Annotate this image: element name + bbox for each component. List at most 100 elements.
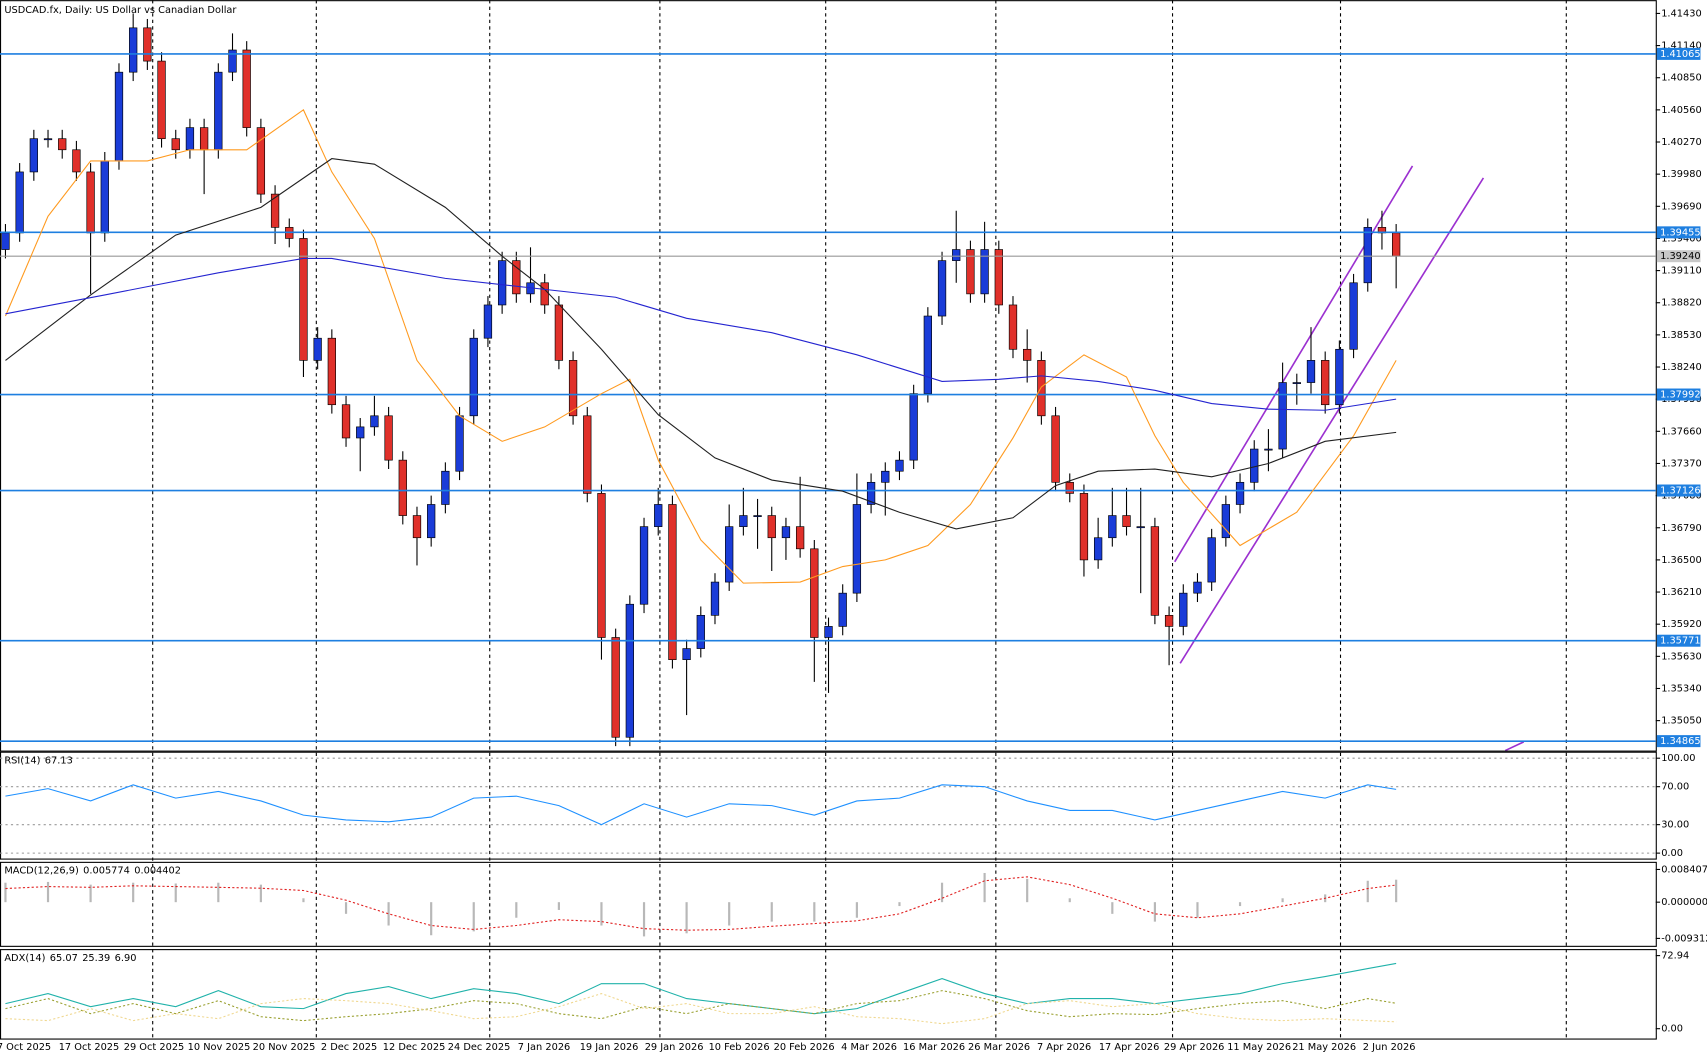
y-tick-label: 1.37370 [1661,458,1702,469]
candle-body [625,603,634,738]
y-tick-label: 1.35050 [1661,716,1702,727]
x-tick-label: 19 Jan 2026 [580,1042,639,1053]
candle-body [1108,515,1117,539]
x-tick-label: 16 Mar 2026 [903,1042,965,1053]
candle-body [767,515,776,539]
candle-body [1023,348,1032,361]
candle-body [1164,614,1174,627]
candle-body [185,127,195,151]
candle-body [739,515,748,527]
candle-body [980,249,989,295]
x-tick-label: 2 Jun 2026 [1363,1042,1416,1053]
candle-body [228,49,237,73]
indicator-line [5,876,1397,931]
indicator-name: MACD(12,26,9) [4,866,78,877]
candle-body [668,504,677,660]
x-tick-label: 10 Nov 2025 [188,1042,251,1053]
y-tick-label: -0.009312 [1661,933,1707,944]
candle-body [682,648,691,660]
y-tick-label: 1.39980 [1661,169,1702,180]
y-tick-label: 1.38530 [1661,330,1702,341]
y-tick-label: 1.37660 [1661,426,1702,437]
candle-body [1235,481,1245,505]
candle-body [753,515,762,517]
candle-body [1221,504,1230,539]
candle-body [810,548,819,638]
candle-body [597,493,606,638]
candle-body [1122,515,1131,527]
indicator-line [5,257,1397,411]
last-price-label: 1.39240 [1660,251,1701,262]
candle-body [100,160,109,234]
indicator-value: 0.005774 [83,866,130,877]
candle-body [356,426,365,439]
y-tick-label: 1.39690 [1661,201,1702,212]
candle-body [824,626,833,638]
candle-body [29,138,38,173]
y-tick-label: 100.00 [1661,753,1695,764]
y-tick-label: 1.38820 [1661,298,1702,309]
x-tick-label: 17 Oct 2025 [59,1042,120,1053]
indicator-name: ADX(14) [4,953,45,964]
x-tick-label: 10 Feb 2026 [709,1042,770,1053]
candle-body [43,138,53,141]
candle-body [838,592,847,627]
candle-body [441,470,450,505]
candle-body [1363,227,1372,284]
level-tag [1656,634,1701,647]
level-label: 1.39455 [1660,227,1701,238]
candle-body [1391,232,1401,257]
candle-body [795,526,805,550]
candle-body [1306,360,1316,383]
level-label: 1.37992 [1660,390,1701,401]
candle-body [1278,382,1287,450]
candle-body [512,260,521,295]
candle-body [909,393,918,461]
level-tag [1656,484,1701,497]
indicator-line [5,992,1397,1025]
candle-body [86,171,95,234]
level-label: 1.41065 [1660,49,1701,60]
x-tick-label: 7 Jan 2026 [518,1042,571,1053]
candle-body [540,282,549,306]
y-tick-label: 1.35920 [1661,619,1702,630]
x-tick-label: 17 Apr 2026 [1099,1042,1160,1053]
y-tick-label: 1.38240 [1661,362,1702,373]
candle-body [1321,360,1330,406]
candle-body [710,581,720,616]
x-tick-label: 29 Apr 2026 [1164,1042,1225,1053]
x-tick-label: 29 Jan 2026 [645,1042,704,1053]
y-tick-label: 1.40560 [1661,105,1702,116]
candle-body [866,481,876,505]
candle-body [1264,448,1273,451]
candle-body [129,27,138,73]
y-tick-label: 0.008407 [1661,864,1707,875]
indicator-line [5,158,1397,530]
candle-body [852,504,862,594]
candle-body [937,260,947,317]
candle-body [1079,493,1089,561]
y-tick-label: 72.94 [1661,951,1689,962]
indicator-value: 6.90 [115,953,137,964]
indicator-value: 65.07 [50,953,78,964]
y-tick-label: 0.000000 [1661,897,1707,908]
candle-body [1,232,10,250]
indicator-name: RSI(14) [4,755,40,766]
level-label: 1.37126 [1660,486,1701,497]
candle-body [1335,348,1344,406]
candle-body [270,193,280,228]
y-tick-label: 1.36500 [1661,555,1702,566]
period-separators [152,0,1567,1039]
candle-body [554,304,564,361]
y-tick-label: 1.36210 [1661,587,1702,598]
y-tick-label: 1.40270 [1661,137,1702,148]
candle-body [341,404,351,439]
indicator-value: 25.39 [82,953,110,964]
channel-line [1179,177,1485,664]
candle-body [994,249,1003,306]
x-tick-label: 7 Oct 2025 [0,1042,51,1053]
candle-body [256,127,266,195]
candle-body [1093,537,1103,561]
indicator-value: 67.13 [45,755,73,766]
